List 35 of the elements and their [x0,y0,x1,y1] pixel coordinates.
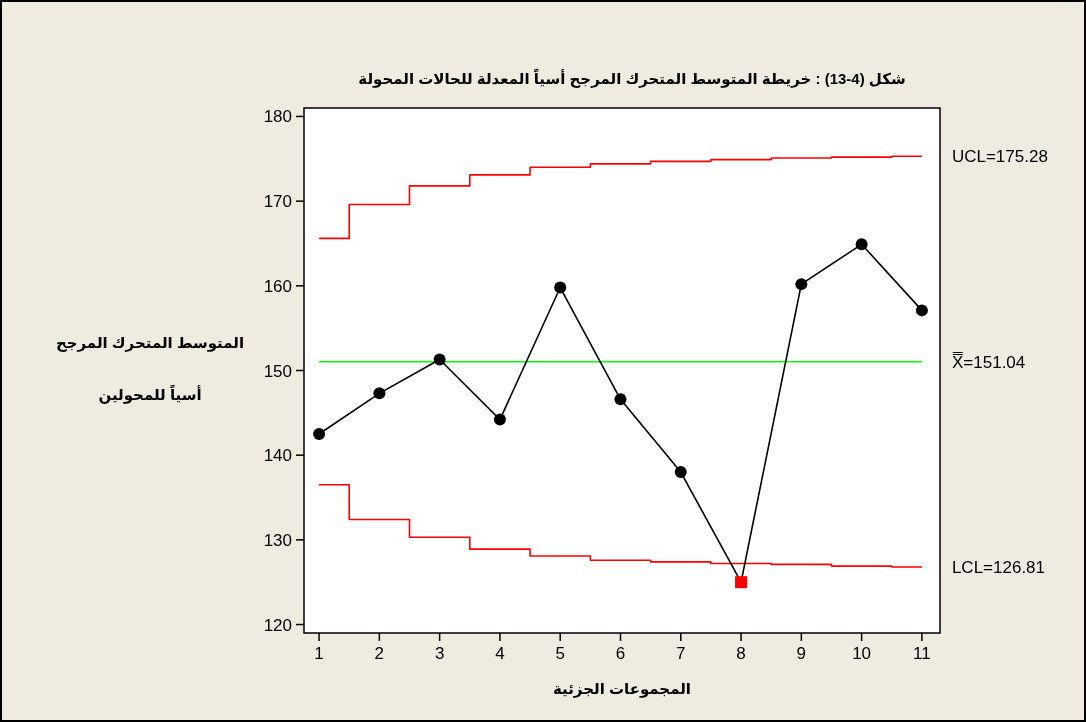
y-tick-label: 180 [263,107,292,127]
point [735,576,748,589]
x-tick-label: 10 [852,644,872,663]
x-tick-label: 5 [555,644,565,663]
point [493,413,506,426]
x-tick-label: 6 [615,644,626,663]
y-tick-label: 160 [263,276,292,296]
point [855,238,868,251]
point [433,353,446,366]
y-tick-label: 130 [263,530,292,550]
text: المتوسط المتحرك المرجح أسياً للمحولين [55,334,245,403]
x-tick-label: 9 [796,644,807,663]
x-tick-label: 11 [913,644,931,663]
point [795,278,808,291]
point [373,387,386,400]
x-tick-label: 3 [434,644,445,663]
point [915,304,928,317]
ref-line-label: X̿=151.04 [952,351,1026,372]
x-tick-label: 7 [676,644,686,663]
y-tick-label: 170 [263,192,292,212]
chart-title: شكل (4-13) : خريطة المتوسط المتحرك المرجح أسياً المعدلة للحالات المحولة [358,67,906,88]
point [674,466,687,479]
point [313,428,326,441]
x-tick-label: 8 [736,644,746,663]
x-tick-label: 2 [374,644,385,663]
y-tick-label: 140 [263,446,292,466]
annotation: LCL=126.81 [951,557,1046,577]
x-tick-label: 1 [314,644,324,663]
x-axis-title: المجموعات الجزئية [553,680,691,698]
annotation: UCL=175.28 [951,147,1048,167]
x-tick-label: 4 [495,644,505,663]
y-tick-label: 120 [263,615,292,635]
y-tick-label: 150 [263,361,292,381]
point [614,393,627,406]
point [554,281,567,294]
